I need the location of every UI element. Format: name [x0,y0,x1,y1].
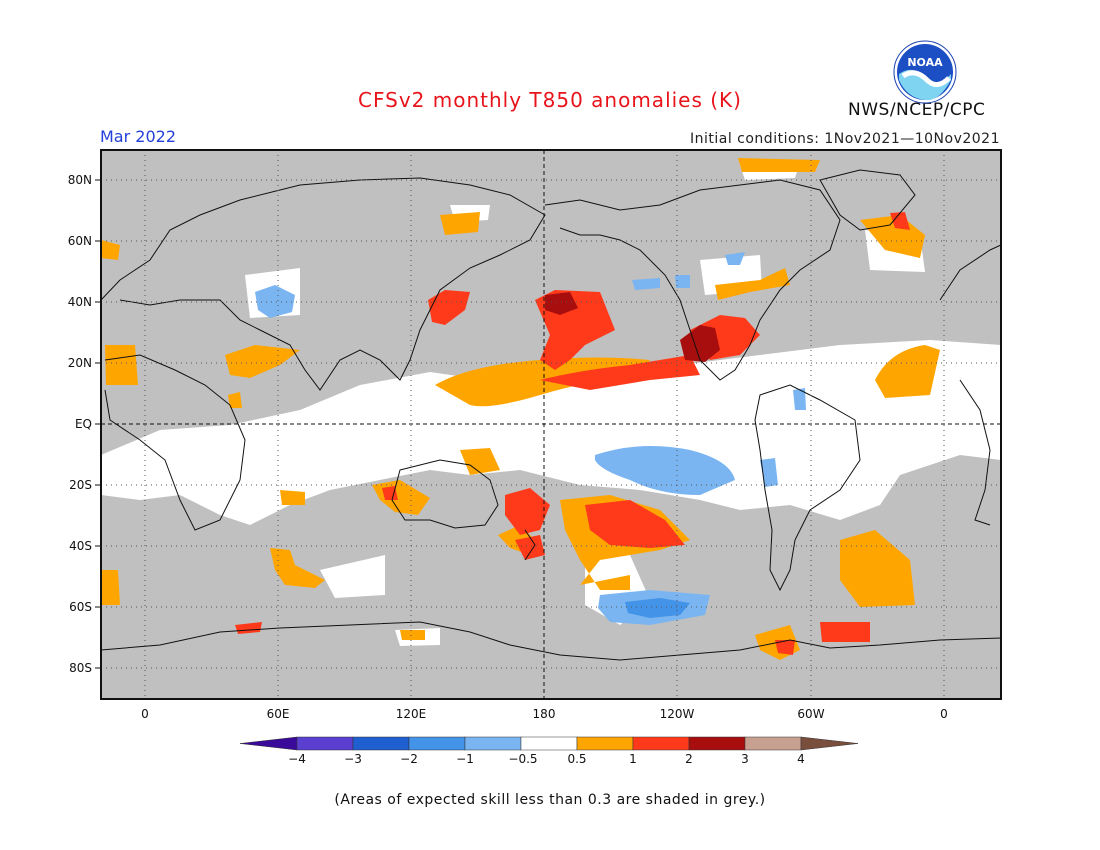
colorbar-swatch [408,736,466,751]
lon-label: 60E [266,707,290,721]
colorbar [239,736,859,751]
lat-label: 60S [69,600,92,614]
colorbar-swatch [464,736,522,751]
colorbar-tick-label: 4 [797,752,805,766]
lat-label: 80S [69,661,92,675]
colorbar-tick-label: −2 [400,752,418,766]
colorbar-swatch [296,736,354,751]
colorbar-tick-label: −1 [456,752,474,766]
initial-conditions: Initial conditions: 1Nov2021—10Nov2021 [689,131,1000,147]
lat-label: 20N [67,356,92,370]
lon-label: 0 [141,707,149,721]
map-title: CFSv2 monthly T850 anomalies (K) [358,88,742,112]
cool-anomaly-1-2 [625,598,690,618]
colorbar-tick-label: 1 [629,752,637,766]
noaa-logo: NOAA [893,40,957,104]
colorbar-arrow-high [800,736,859,751]
svg-text:NOAA: NOAA [907,56,943,69]
lon-label: 0 [940,707,948,721]
colorbar-swatch [632,736,690,751]
lat-label: 40N [67,295,92,309]
colorbar-arrow-low [239,736,298,751]
lat-label: 80N [67,173,92,187]
lat-label: 20S [69,478,92,492]
lat-label: EQ [74,417,92,431]
graticule [101,150,1001,699]
lat-label: 60N [67,234,92,248]
colorbar-swatch [352,736,410,751]
skill-footnote: (Areas of expected skill less than 0.3 a… [334,792,766,808]
lon-label: 180 [532,707,556,721]
forecast-month: Mar 2022 [100,127,176,146]
colorbar-tick-label: 3 [741,752,749,766]
colorbar-swatch [520,736,578,751]
lat-label: 40S [69,539,92,553]
neutral-patch [320,555,385,598]
colorbar-tick-label: −4 [288,752,306,766]
colorbar-tick-label: 0.5 [567,752,587,766]
agency-label: NWS/NCEP/CPC [848,100,986,120]
coastlines [101,169,1001,661]
warm-anomaly-2-3 [545,292,720,362]
axis-ticks [95,179,101,669]
colorbar-swatch [744,736,802,751]
lon-label: 120E [395,707,427,721]
colorbar-swatch [688,736,746,751]
colorbar-tick-label: −3 [344,752,362,766]
colorbar-tick-label: −0.5 [508,752,538,766]
lon-label: 120W [659,707,695,721]
colorbar-tick-label: 2 [685,752,693,766]
lon-label: 60W [797,707,825,721]
colorbar-swatch [576,736,634,751]
